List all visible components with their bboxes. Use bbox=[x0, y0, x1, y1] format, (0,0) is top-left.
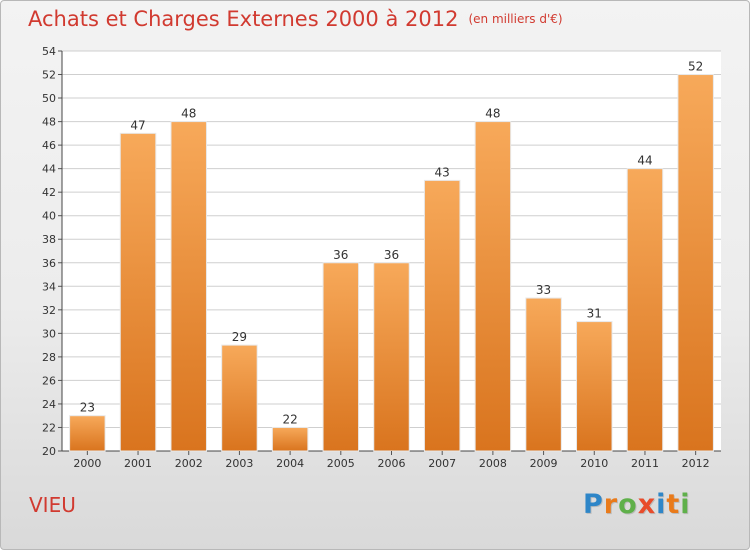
y-tick-label: 32 bbox=[42, 304, 56, 317]
y-tick-label: 24 bbox=[42, 398, 56, 411]
bar bbox=[475, 122, 510, 451]
x-tick-label: 2003 bbox=[225, 457, 253, 470]
logo-letter: t bbox=[666, 489, 680, 520]
proxiti-logo: Proxiti bbox=[583, 489, 691, 520]
data-label: 33 bbox=[536, 283, 551, 297]
y-tick-label: 26 bbox=[42, 374, 56, 387]
x-tick-label: 2002 bbox=[175, 457, 203, 470]
logo-letter: o bbox=[618, 489, 638, 520]
bar bbox=[374, 263, 409, 451]
logo-letter: r bbox=[604, 489, 618, 520]
y-tick-label: 20 bbox=[42, 445, 56, 458]
x-tick-label: 2004 bbox=[276, 457, 304, 470]
y-tick-label: 42 bbox=[42, 186, 56, 199]
data-label: 29 bbox=[232, 330, 247, 344]
x-tick-label: 2009 bbox=[530, 457, 558, 470]
y-tick-label: 30 bbox=[42, 327, 56, 340]
y-tick-label: 34 bbox=[42, 280, 56, 293]
y-tick-label: 44 bbox=[42, 163, 56, 176]
y-tick-label: 48 bbox=[42, 116, 56, 129]
data-label: 52 bbox=[688, 60, 703, 74]
logo-letter: P bbox=[583, 489, 604, 520]
data-label: 48 bbox=[181, 107, 196, 121]
logo-letter: i bbox=[656, 489, 666, 520]
data-label: 43 bbox=[435, 165, 450, 179]
chart-frame: Achats et Charges Externes 2000 à 2012 (e… bbox=[0, 0, 750, 550]
data-label: 47 bbox=[130, 118, 145, 132]
y-tick-label: 38 bbox=[42, 233, 56, 246]
y-tick-label: 50 bbox=[42, 92, 56, 105]
data-label: 23 bbox=[80, 401, 95, 415]
y-tick-label: 40 bbox=[42, 210, 56, 223]
x-tick-label: 2007 bbox=[428, 457, 456, 470]
y-tick-label: 54 bbox=[42, 45, 56, 58]
bar bbox=[120, 133, 155, 451]
data-label: 48 bbox=[485, 107, 500, 121]
bar bbox=[70, 416, 105, 451]
data-label: 31 bbox=[587, 307, 602, 321]
data-label: 36 bbox=[333, 248, 348, 262]
bar bbox=[171, 122, 206, 451]
bar bbox=[627, 169, 662, 451]
x-tick-label: 2008 bbox=[479, 457, 507, 470]
bar bbox=[222, 345, 257, 451]
y-tick-label: 28 bbox=[42, 351, 56, 364]
y-tick-label: 22 bbox=[42, 421, 56, 434]
bar bbox=[272, 427, 307, 451]
bar bbox=[323, 263, 358, 451]
y-tick-label: 36 bbox=[42, 257, 56, 270]
bar bbox=[424, 180, 459, 451]
y-tick-label: 46 bbox=[42, 139, 56, 152]
x-tick-label: 2011 bbox=[631, 457, 659, 470]
bar-chart: 20 22 24 26 28 30 32 34 36 38 40 42 44 46 48 50 52 54 23 20… bbox=[1, 1, 749, 549]
x-tick-label: 2000 bbox=[73, 457, 101, 470]
x-tick-label: 2006 bbox=[378, 457, 406, 470]
x-tick-label: 2001 bbox=[124, 457, 152, 470]
logo-letter: i bbox=[680, 489, 690, 520]
x-tick-label: 2010 bbox=[580, 457, 608, 470]
bar bbox=[678, 75, 713, 451]
bar bbox=[577, 322, 612, 451]
place-name: VIEU bbox=[29, 493, 76, 517]
x-tick-label: 2005 bbox=[327, 457, 355, 470]
logo-letter: x bbox=[638, 489, 656, 520]
bar bbox=[526, 298, 561, 451]
data-label: 22 bbox=[282, 412, 297, 426]
data-label: 44 bbox=[637, 154, 652, 168]
x-tick-label: 2012 bbox=[682, 457, 710, 470]
y-tick-label: 52 bbox=[42, 69, 56, 82]
data-label: 36 bbox=[384, 248, 399, 262]
